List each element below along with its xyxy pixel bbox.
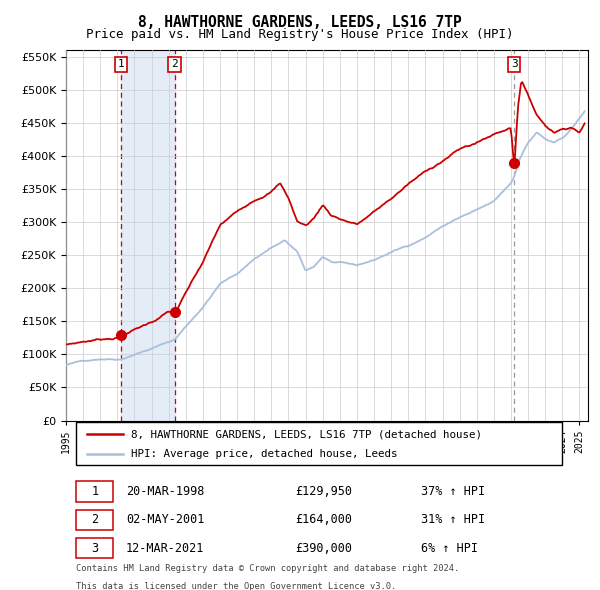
Text: 1: 1 [91,485,98,498]
Bar [121,50,175,421]
Text: £390,000: £390,000 [296,542,353,555]
Text: This data is licensed under the Open Government Licence v3.0.: This data is licensed under the Open Gov… [76,582,397,590]
Text: 2: 2 [171,60,178,70]
Text: 02-MAY-2001: 02-MAY-2001 [126,513,205,526]
Text: 8, HAWTHORNE GARDENS, LEEDS, LS16 7TP: 8, HAWTHORNE GARDENS, LEEDS, LS16 7TP [138,15,462,30]
FancyBboxPatch shape [76,510,113,530]
Text: 6% ↑ HPI: 6% ↑ HPI [421,542,478,555]
Text: 31% ↑ HPI: 31% ↑ HPI [421,513,485,526]
Text: 3: 3 [91,542,98,555]
Text: 37% ↑ HPI: 37% ↑ HPI [421,485,485,498]
Text: 2: 2 [91,513,98,526]
Text: 8, HAWTHORNE GARDENS, LEEDS, LS16 7TP (detached house): 8, HAWTHORNE GARDENS, LEEDS, LS16 7TP (d… [131,429,482,439]
Text: 3: 3 [511,60,518,70]
Text: Contains HM Land Registry data © Crown copyright and database right 2024.: Contains HM Land Registry data © Crown c… [76,565,460,573]
Text: 1: 1 [118,60,124,70]
FancyBboxPatch shape [76,422,562,465]
Text: £129,950: £129,950 [296,485,353,498]
Text: £164,000: £164,000 [296,513,353,526]
Text: 20-MAR-1998: 20-MAR-1998 [126,485,205,498]
FancyBboxPatch shape [76,538,113,559]
Text: 12-MAR-2021: 12-MAR-2021 [126,542,205,555]
FancyBboxPatch shape [76,481,113,501]
Text: Price paid vs. HM Land Registry's House Price Index (HPI): Price paid vs. HM Land Registry's House … [86,28,514,41]
Text: HPI: Average price, detached house, Leeds: HPI: Average price, detached house, Leed… [131,449,398,459]
